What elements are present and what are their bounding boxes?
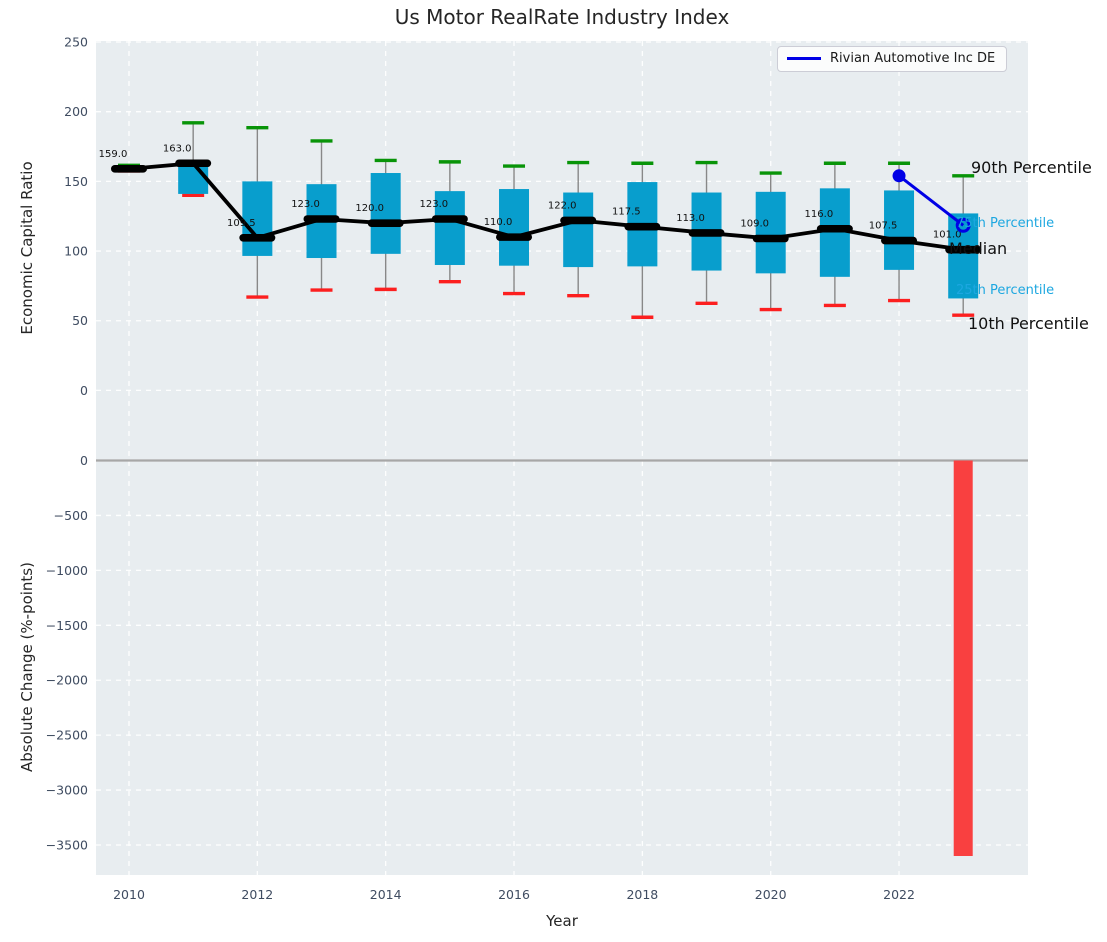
median-marker-2020 <box>752 234 789 243</box>
median-marker-2011 <box>175 159 212 168</box>
annotation-90th-percentile: 90th Percentile <box>971 158 1092 177</box>
xtick-2010: 2010 <box>113 887 145 902</box>
ytick-bottom--2000: −2000 <box>46 673 88 688</box>
median-value-label-2012: 109.5 <box>227 218 256 229</box>
median-value-label-2010: 159.0 <box>99 149 128 160</box>
company-marker-2023 <box>955 217 971 233</box>
iqr-box-2021 <box>819 188 850 277</box>
median-marker-2022 <box>881 236 918 245</box>
median-marker-2012 <box>239 234 276 242</box>
median-marker-2023 <box>945 245 982 254</box>
xtick-2012: 2012 <box>241 887 273 902</box>
iqr-box-2011 <box>178 162 209 194</box>
iqr-box-2022 <box>884 190 915 270</box>
median-marker-2013 <box>303 215 340 223</box>
ytick-bottom--3500: −3500 <box>46 838 88 853</box>
median-value-label-2022: 107.5 <box>869 221 898 232</box>
annotation-25th-percentile: 25th Percentile <box>956 283 1055 298</box>
median-marker-2021 <box>816 224 853 233</box>
median-value-label-2013: 123.0 <box>291 199 320 210</box>
median-value-label-2018: 117.5 <box>612 207 641 218</box>
xtick-2014: 2014 <box>370 887 402 902</box>
legend: Rivian Automotive Inc DE <box>777 46 1008 72</box>
iqr-box-2015 <box>434 191 465 265</box>
median-value-label-2011: 163.0 <box>163 143 192 154</box>
legend-label: Rivian Automotive Inc DE <box>830 51 996 66</box>
iqr-box-2016 <box>499 189 530 266</box>
ytick-bottom--1000: −1000 <box>46 563 88 578</box>
ytick-top-250: 250 <box>64 35 88 50</box>
median-value-label-2023: 101.0 <box>933 230 962 241</box>
median-marker-2015 <box>431 215 468 223</box>
median-value-label-2021: 116.0 <box>805 209 834 220</box>
company-line <box>898 174 965 227</box>
ytick-bottom-0: 0 <box>80 453 88 468</box>
median-marker-2019 <box>688 229 725 237</box>
median-value-label-2020: 109.0 <box>740 219 769 230</box>
company-marker-2022 <box>892 169 906 183</box>
median-value-label-2014: 120.0 <box>355 203 384 214</box>
xtick-2016: 2016 <box>498 887 530 902</box>
annotation-median: Median <box>949 239 1008 258</box>
median-value-label-2015: 123.0 <box>420 199 449 210</box>
ytick-bottom--1500: −1500 <box>46 618 88 633</box>
median-marker-2014 <box>367 219 404 227</box>
median-marker-2018 <box>624 222 661 231</box>
ytick-top-50: 50 <box>72 313 88 328</box>
median-marker-2010 <box>111 165 147 173</box>
median-value-label-2017: 122.0 <box>548 200 577 211</box>
ytick-top-100: 100 <box>64 244 88 259</box>
iqr-box-2014 <box>370 173 401 254</box>
annotation-10th-percentile: 10th Percentile <box>968 314 1089 333</box>
ytick-top-0: 0 <box>80 383 88 398</box>
iqr-box-2020 <box>755 191 786 274</box>
xtick-2022: 2022 <box>883 887 915 902</box>
ytick-bottom--2500: −2500 <box>46 728 88 743</box>
ytick-bottom--3000: −3000 <box>46 783 88 798</box>
median-value-label-2019: 113.0 <box>676 213 705 224</box>
iqr-box-2017 <box>563 192 594 268</box>
median-marker-2017 <box>560 216 597 225</box>
y-axis-label-bottom: Absolute Change (%-points) <box>18 562 36 772</box>
chart-title: Us Motor RealRate Industry Index <box>394 5 730 29</box>
change-bar-2023 <box>953 460 973 856</box>
iqr-box-2023 <box>948 213 979 299</box>
ytick-top-150: 150 <box>64 174 88 189</box>
xtick-2020: 2020 <box>755 887 787 902</box>
y-axis-label-top: Economic Capital Ratio <box>18 161 36 335</box>
xtick-2018: 2018 <box>626 887 658 902</box>
x-axis-label: Year <box>546 912 578 930</box>
legend-line-sample <box>787 57 821 60</box>
plot-area <box>96 41 1028 875</box>
median-marker-2016 <box>496 233 533 241</box>
median-value-label-2016: 110.0 <box>484 217 513 228</box>
ytick-bottom--500: −500 <box>54 508 88 523</box>
ytick-top-200: 200 <box>64 104 88 119</box>
iqr-box-2012 <box>242 181 273 256</box>
annotation-75th-percentile: 75th Percentile <box>956 216 1055 231</box>
